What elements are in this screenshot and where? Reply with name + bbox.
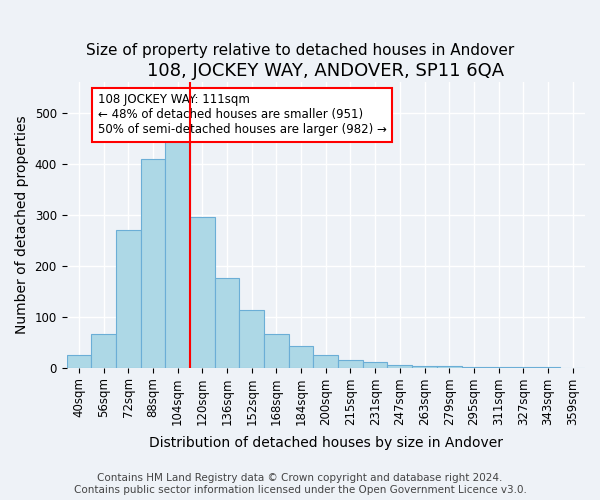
Bar bbox=[363, 362, 388, 368]
Bar bbox=[165, 136, 190, 368]
Bar bbox=[215, 278, 239, 368]
Bar bbox=[412, 366, 437, 368]
Text: Size of property relative to detached houses in Andover: Size of property relative to detached ho… bbox=[86, 42, 514, 58]
Bar bbox=[264, 334, 289, 368]
Bar bbox=[536, 367, 560, 368]
Text: Contains HM Land Registry data © Crown copyright and database right 2024.
Contai: Contains HM Land Registry data © Crown c… bbox=[74, 474, 526, 495]
Bar bbox=[388, 365, 412, 368]
Bar bbox=[91, 334, 116, 368]
Bar bbox=[116, 230, 140, 368]
Bar bbox=[190, 217, 215, 368]
Text: 108 JOCKEY WAY: 111sqm
← 48% of detached houses are smaller (951)
50% of semi-de: 108 JOCKEY WAY: 111sqm ← 48% of detached… bbox=[98, 94, 386, 136]
Bar bbox=[313, 355, 338, 368]
Bar bbox=[461, 366, 486, 368]
Bar bbox=[239, 310, 264, 368]
Bar bbox=[338, 360, 363, 368]
Bar bbox=[437, 366, 461, 368]
Y-axis label: Number of detached properties: Number of detached properties bbox=[15, 116, 29, 334]
Title: 108, JOCKEY WAY, ANDOVER, SP11 6QA: 108, JOCKEY WAY, ANDOVER, SP11 6QA bbox=[147, 62, 505, 80]
Bar bbox=[486, 367, 511, 368]
Bar bbox=[289, 346, 313, 368]
Bar bbox=[67, 355, 91, 368]
X-axis label: Distribution of detached houses by size in Andover: Distribution of detached houses by size … bbox=[149, 436, 503, 450]
Bar bbox=[140, 158, 165, 368]
Bar bbox=[511, 367, 536, 368]
